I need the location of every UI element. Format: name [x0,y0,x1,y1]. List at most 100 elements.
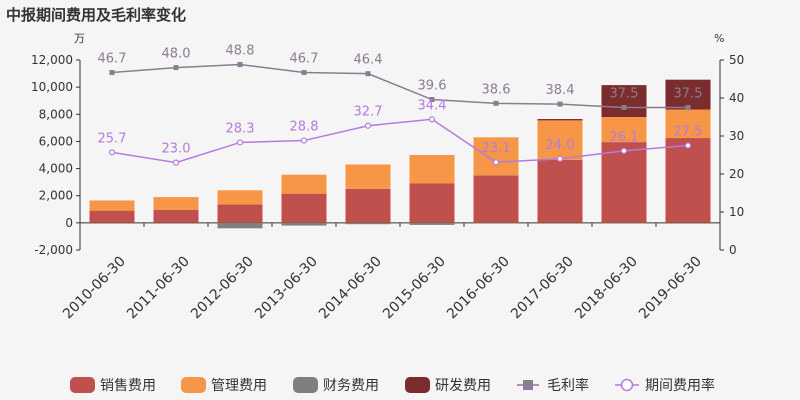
data-label-毛利率: 46.7 [290,52,319,67]
bar-销售费用 [153,209,199,223]
data-label-期间费用率: 28.8 [290,120,319,135]
data-label-毛利率: 38.6 [482,82,511,97]
data-labels: 46.7 48.0 48.8 46.7 46.4 39.6 38.6 38.4 37.5 37.5… [98,44,703,157]
data-label-毛利率: 48.8 [226,44,255,59]
legend-swatch-销售费用 [70,377,95,393]
lines [108,62,692,166]
legend-marker-期间费用率 [620,378,634,392]
x-tick-label: 2019-06-30 [636,254,705,323]
bars [89,79,711,229]
left-axis-unit: 万 [74,32,85,45]
line-期间费用率 [111,118,689,164]
point-毛利率 [685,105,691,110]
data-label-期间费用率: 23.0 [162,142,191,157]
bar-销售费用 [217,204,263,223]
point-毛利率 [173,65,179,71]
point-毛利率 [301,70,307,76]
bar-管理费用 [89,200,135,211]
point-期间费用率 [428,116,436,123]
data-label-期间费用率: 34.4 [418,98,447,113]
bar-研发费用 [665,79,711,110]
x-tick-label: 2011-06-30 [124,254,193,323]
bar-销售费用 [345,188,391,223]
bar-管理费用 [409,155,455,184]
point-毛利率 [557,101,563,107]
bar-管理费用 [345,164,391,189]
bar-管理费用 [665,109,711,139]
bar-财务费用 [473,222,519,224]
bar-销售费用 [665,138,711,223]
bar-管理费用 [217,190,263,205]
legend-label-财务费用: 财务费用 [323,378,379,394]
data-label-期间费用率: 27.5 [674,125,703,140]
right-axis-unit: % [714,32,724,45]
legend-label-期间费用率: 期间费用率 [645,377,715,394]
x-tick-label: 2012-06-30 [188,254,257,323]
legend-swatch-研发费用 [405,377,430,393]
bar-销售费用 [409,183,455,223]
bar-销售费用 [281,193,327,223]
point-毛利率 [621,105,627,110]
point-期间费用率 [492,159,500,166]
bar-管理费用 [153,197,199,210]
point-毛利率 [237,62,243,68]
right-tick-label: 20 [729,167,744,181]
bar-管理费用 [281,174,327,194]
x-tick-label: 2014-06-30 [316,254,385,323]
left-tick-label: 6,000 [39,134,73,148]
bar-管理费用 [537,120,583,160]
right-tick-label: 40 [729,91,744,105]
left-tick-label: 4,000 [39,162,73,176]
point-毛利率 [365,71,371,77]
bar-管理费用 [601,117,647,143]
bar-财务费用 [217,222,263,229]
legend: 销售费用 管理费用 财务费用 研发费用 毛利率 期间费用率 [70,377,715,394]
bar-销售费用 [537,159,583,223]
bar-研发费用 [601,85,647,117]
data-label-期间费用率: 25.7 [98,131,127,146]
data-label-毛利率: 37.5 [674,87,703,102]
x-tick-label: 2013-06-30 [252,254,321,323]
right-tick-label: 30 [729,129,744,143]
point-期间费用率 [172,159,180,166]
data-label-期间费用率: 26.1 [610,130,639,145]
point-毛利率 [429,97,435,103]
point-毛利率 [493,100,499,106]
bar-研发费用 [537,119,583,121]
left-tick-label: 10,000 [31,80,73,94]
bar-管理费用 [473,137,519,176]
chart-title: 中报期间费用及毛利率变化 [6,6,186,24]
point-期间费用率 [236,139,244,146]
data-label-毛利率: 37.5 [610,87,639,102]
legend-label-销售费用: 销售费用 [100,378,156,394]
legend-swatch-管理费用 [181,377,206,393]
x-tick-label: 2018-06-30 [572,254,641,323]
point-毛利率 [109,70,115,76]
point-期间费用率 [684,142,692,149]
left-tick-label: -2,000 [34,243,73,257]
data-label-期间费用率: 24.0 [546,138,575,153]
legend-label-研发费用: 研发费用 [435,378,491,394]
bar-财务费用 [281,222,327,226]
data-label-毛利率: 46.7 [98,52,127,67]
legend-label-管理费用: 管理费用 [211,378,267,394]
data-label-毛利率: 48.0 [162,47,191,62]
data-label-期间费用率: 32.7 [354,105,383,120]
x-tick-label: 2016-06-30 [444,254,513,323]
left-tick-label: 8,000 [39,107,73,121]
data-label-毛利率: 39.6 [418,79,447,94]
point-期间费用率 [620,147,628,154]
left-tick-label: 2,000 [39,189,73,203]
data-label-毛利率: 38.4 [546,83,575,98]
left-tick-label: 0 [65,216,73,230]
data-label-毛利率: 46.4 [354,53,383,68]
point-期间费用率 [364,122,372,129]
legend-label-毛利率: 毛利率 [547,377,589,394]
right-tick-label: 10 [729,205,744,219]
bar-财务费用 [409,222,455,225]
right-tick-label: 50 [729,53,744,67]
point-期间费用率 [300,137,308,144]
left-tick-label: 12,000 [31,53,73,67]
x-tick-label: 2015-06-30 [380,254,449,323]
